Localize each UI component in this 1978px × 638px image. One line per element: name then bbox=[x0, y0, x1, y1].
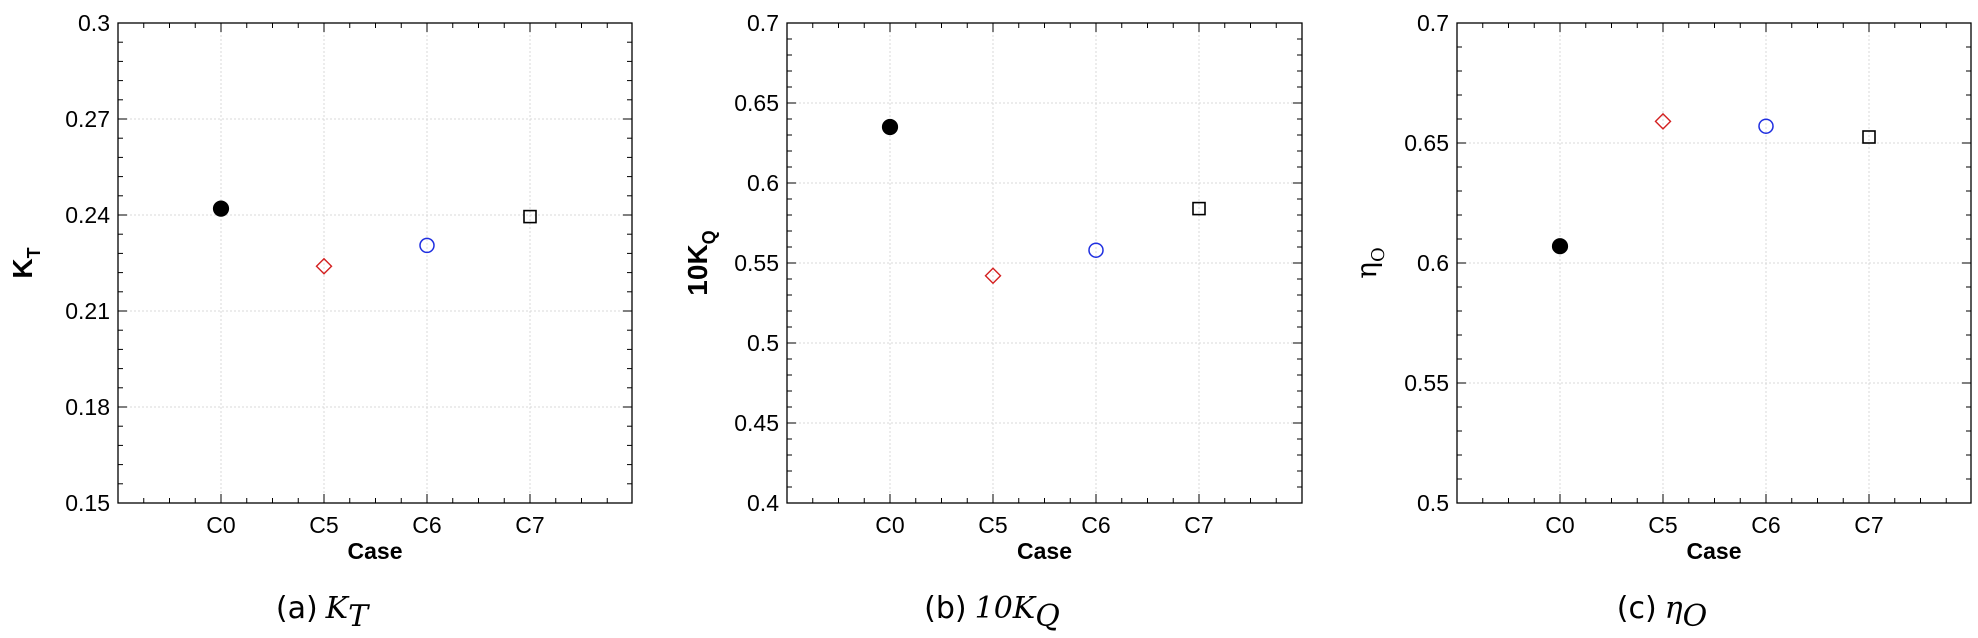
data-point-c5 bbox=[984, 267, 1002, 285]
x-tick-label: C0 bbox=[206, 512, 235, 538]
y-tick-label: 0.3 bbox=[78, 10, 110, 36]
panel-caption: (a) KT bbox=[276, 591, 370, 634]
panel-caption: (b) 10KQ bbox=[924, 591, 1060, 634]
data-point-c0 bbox=[881, 118, 899, 136]
plot-frame bbox=[117, 22, 633, 504]
x-tick-label: C6 bbox=[412, 512, 441, 538]
caption-math-sub: Q bbox=[1035, 599, 1060, 634]
y-tick-label: 0.15 bbox=[65, 490, 110, 516]
y-tick-label: 0.55 bbox=[1404, 370, 1449, 396]
panel-caption: (c) ηO bbox=[1617, 591, 1708, 634]
y-tick-label: 0.7 bbox=[1417, 10, 1449, 36]
x-tick-label: C0 bbox=[875, 512, 904, 538]
y-tick-label: 0.7 bbox=[747, 10, 779, 36]
y-tick-label: 0.45 bbox=[734, 410, 779, 436]
data-point-c6 bbox=[1758, 118, 1774, 134]
x-tick-label: C5 bbox=[309, 512, 338, 538]
y-tick-label: 0.6 bbox=[747, 170, 779, 196]
y-axis-label: ηO bbox=[1350, 247, 1389, 279]
y-tick-label: 0.24 bbox=[65, 202, 110, 228]
data-point-c0 bbox=[1551, 238, 1569, 255]
x-tick-label: C7 bbox=[1184, 512, 1213, 538]
y-axis-label-sub: T bbox=[24, 247, 44, 258]
caption-math-sub: T bbox=[348, 599, 370, 634]
x-tick-label: C5 bbox=[978, 512, 1007, 538]
y-axis-label: 10KQ bbox=[682, 230, 719, 295]
x-axis-label: Case bbox=[1687, 538, 1742, 564]
x-tick-label: C7 bbox=[515, 512, 544, 538]
y-axis-label-sub: O bbox=[1368, 247, 1389, 262]
y-tick-label: 0.4 bbox=[747, 490, 779, 516]
x-tick-label: C7 bbox=[1854, 512, 1883, 538]
data-point-c7 bbox=[523, 209, 537, 224]
y-axis-label-main: η bbox=[1350, 262, 1383, 279]
data-point-c7 bbox=[1862, 130, 1876, 144]
y-tick-label: 0.5 bbox=[1417, 490, 1449, 516]
caption-math-main: K bbox=[325, 591, 350, 626]
data-point-c6 bbox=[1088, 242, 1104, 258]
caption-math-main: η bbox=[1665, 591, 1683, 626]
y-tick-label: 0.21 bbox=[65, 298, 110, 324]
data-point-c7 bbox=[1192, 201, 1206, 216]
data-point-c6 bbox=[419, 237, 435, 254]
x-tick-label: C6 bbox=[1751, 512, 1780, 538]
x-tick-label: C5 bbox=[1648, 512, 1677, 538]
caption-math-main: 10K bbox=[975, 591, 1037, 626]
y-axis-label-sub: Q bbox=[699, 230, 719, 244]
caption-prefix: (a) bbox=[276, 591, 318, 626]
caption-prefix: (b) bbox=[924, 591, 966, 626]
y-tick-label: 0.65 bbox=[734, 90, 779, 116]
x-axis-label: Case bbox=[348, 538, 403, 564]
x-axis-label: Case bbox=[1017, 538, 1072, 564]
y-axis-label-main: K bbox=[7, 258, 38, 278]
caption-math-sub: O bbox=[1683, 599, 1708, 634]
y-axis-label: KT bbox=[7, 247, 44, 278]
y-tick-label: 0.6 bbox=[1417, 250, 1449, 276]
x-tick-label: C6 bbox=[1081, 512, 1110, 538]
y-tick-label: 0.65 bbox=[1404, 130, 1449, 156]
data-point-c0 bbox=[212, 200, 230, 217]
panel-b: 0.40.450.50.550.60.650.7C0 C5 C6 C7Case10KQ… bbox=[682, 10, 1303, 634]
data-point-c5 bbox=[315, 257, 333, 275]
x-tick-label: C0 bbox=[1545, 512, 1574, 538]
data-point-c5 bbox=[1654, 112, 1672, 130]
y-tick-label: 0.55 bbox=[734, 250, 779, 276]
y-tick-label: 0.18 bbox=[65, 394, 110, 420]
y-tick-label: 0.5 bbox=[747, 330, 779, 356]
y-tick-label: 0.27 bbox=[65, 106, 110, 132]
panel-a: 0.150.180.210.240.270.3C0 C5 C6 C7CaseKT(a)… bbox=[7, 10, 633, 634]
y-axis-label-main: 10K bbox=[682, 244, 713, 295]
caption-prefix: (c) bbox=[1617, 591, 1657, 626]
